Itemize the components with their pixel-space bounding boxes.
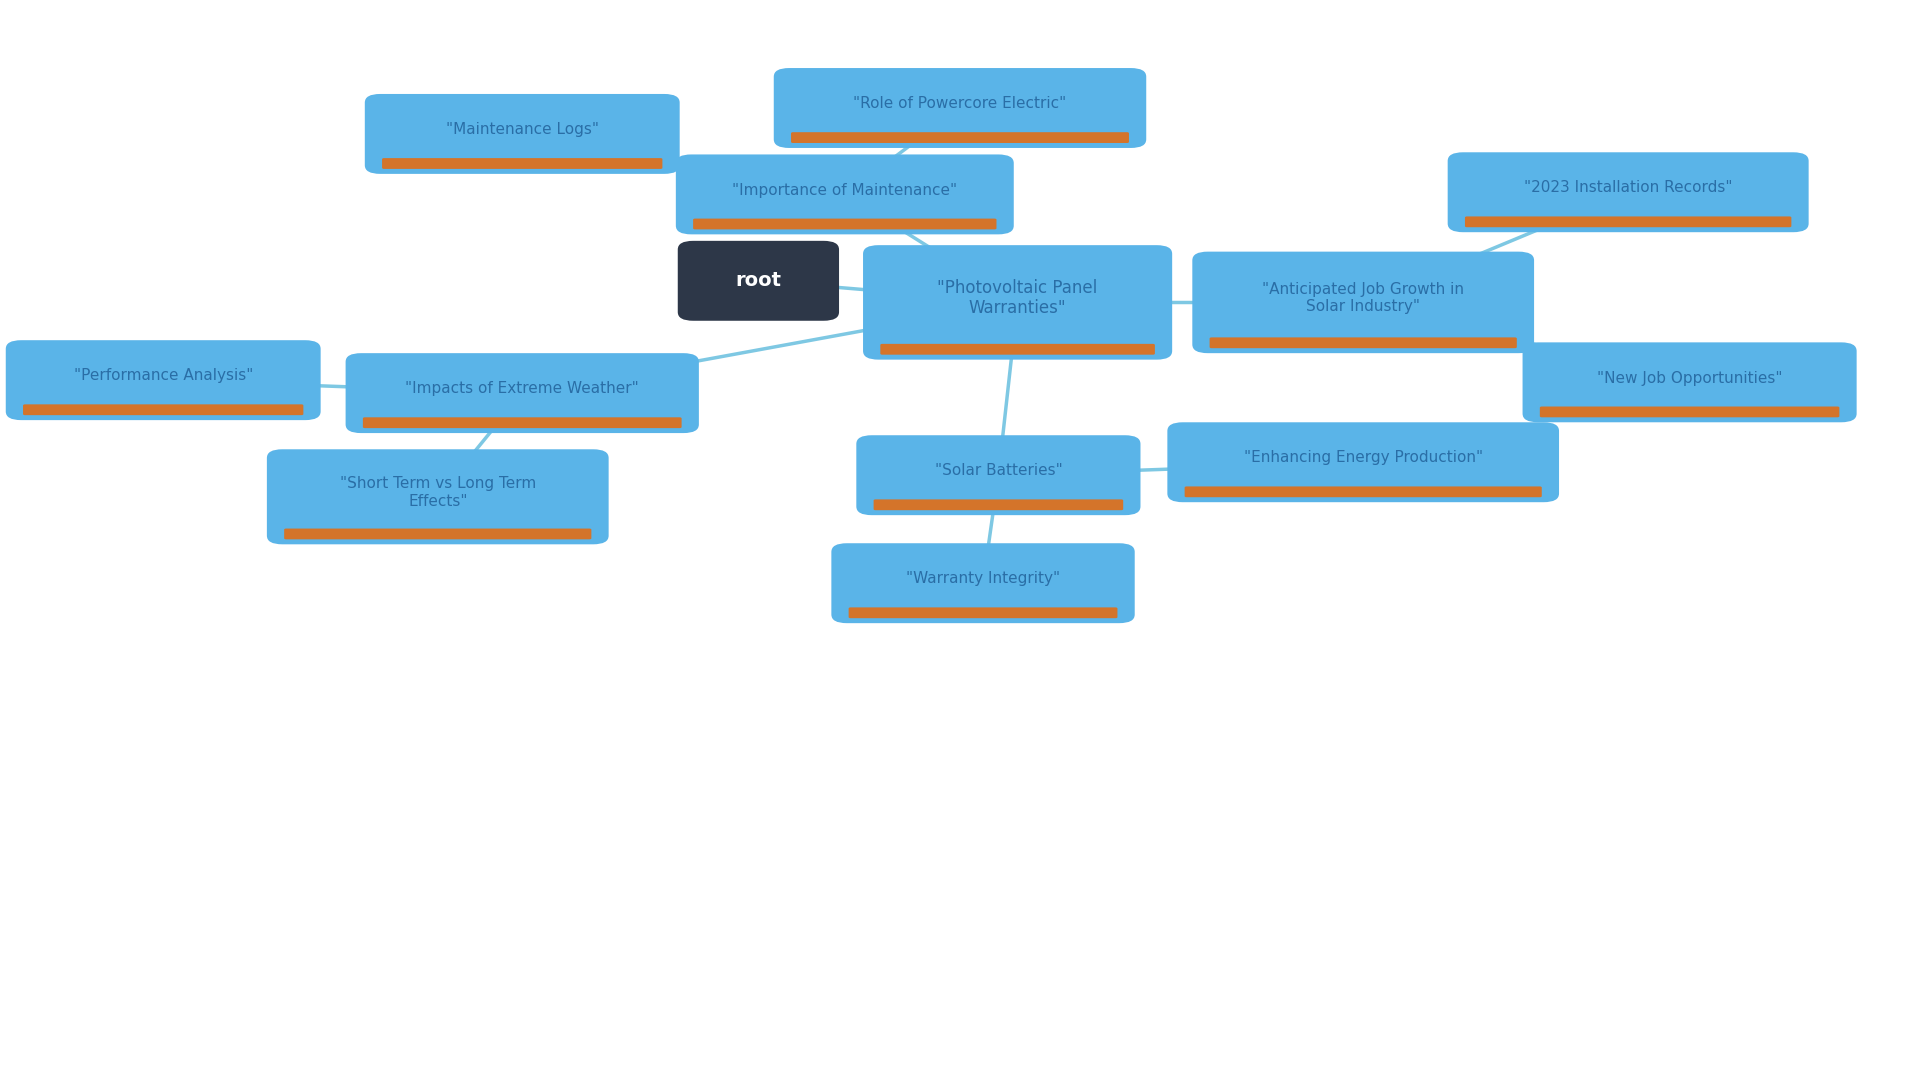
Text: root: root <box>735 271 781 291</box>
Text: "New Job Opportunities": "New Job Opportunities" <box>1597 370 1782 386</box>
FancyBboxPatch shape <box>774 68 1146 148</box>
FancyBboxPatch shape <box>284 528 591 539</box>
Text: "Enhancing Energy Production": "Enhancing Energy Production" <box>1244 450 1482 465</box>
FancyBboxPatch shape <box>849 607 1117 618</box>
FancyBboxPatch shape <box>678 241 839 321</box>
FancyBboxPatch shape <box>879 343 1156 354</box>
FancyBboxPatch shape <box>6 340 321 420</box>
FancyBboxPatch shape <box>1465 216 1791 227</box>
FancyBboxPatch shape <box>1540 406 1839 417</box>
FancyBboxPatch shape <box>1185 486 1542 497</box>
FancyBboxPatch shape <box>1167 422 1559 502</box>
Text: "Solar Batteries": "Solar Batteries" <box>935 463 1062 478</box>
Text: "Warranty Integrity": "Warranty Integrity" <box>906 571 1060 586</box>
FancyBboxPatch shape <box>791 132 1129 143</box>
FancyBboxPatch shape <box>676 154 1014 234</box>
FancyBboxPatch shape <box>23 404 303 415</box>
Text: "Short Term vs Long Term
Effects": "Short Term vs Long Term Effects" <box>340 476 536 509</box>
FancyBboxPatch shape <box>693 218 996 229</box>
Text: "2023 Installation Records": "2023 Installation Records" <box>1524 180 1732 195</box>
FancyBboxPatch shape <box>856 435 1140 515</box>
FancyBboxPatch shape <box>365 94 680 174</box>
Text: "Importance of Maintenance": "Importance of Maintenance" <box>732 183 958 198</box>
FancyBboxPatch shape <box>382 158 662 168</box>
FancyBboxPatch shape <box>862 245 1171 360</box>
FancyBboxPatch shape <box>363 417 682 428</box>
FancyBboxPatch shape <box>874 499 1123 510</box>
FancyBboxPatch shape <box>267 449 609 544</box>
FancyBboxPatch shape <box>346 353 699 433</box>
Text: "Performance Analysis": "Performance Analysis" <box>73 368 253 383</box>
Text: "Impacts of Extreme Weather": "Impacts of Extreme Weather" <box>405 381 639 396</box>
Text: "Maintenance Logs": "Maintenance Logs" <box>445 122 599 137</box>
FancyBboxPatch shape <box>1192 252 1534 353</box>
FancyBboxPatch shape <box>1523 342 1857 422</box>
FancyBboxPatch shape <box>1448 152 1809 232</box>
Text: "Photovoltaic Panel
Warranties": "Photovoltaic Panel Warranties" <box>937 279 1098 318</box>
FancyBboxPatch shape <box>831 543 1135 623</box>
Text: "Anticipated Job Growth in
Solar Industry": "Anticipated Job Growth in Solar Industr… <box>1261 282 1465 314</box>
FancyBboxPatch shape <box>1210 337 1517 348</box>
Text: "Role of Powercore Electric": "Role of Powercore Electric" <box>852 96 1068 111</box>
